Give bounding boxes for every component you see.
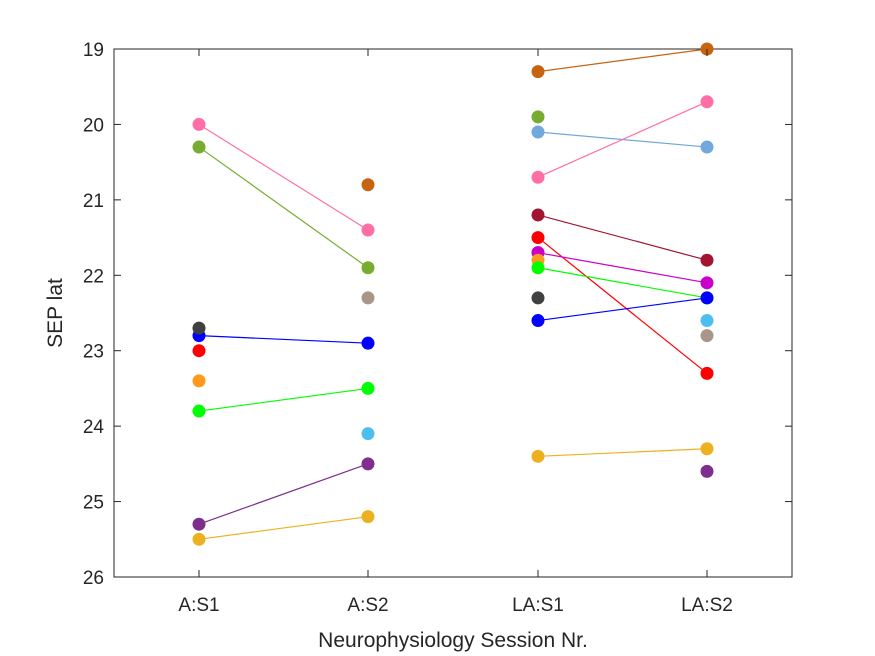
data-point <box>192 344 206 358</box>
y-axis-label: SEP lat <box>44 278 67 348</box>
data-point <box>361 291 375 305</box>
data-point <box>531 231 545 245</box>
data-point <box>531 314 545 328</box>
data-point <box>531 449 545 463</box>
data-point <box>361 261 375 275</box>
series-line <box>537 297 708 322</box>
y-tick-label: 21 <box>83 191 104 212</box>
data-point <box>192 321 206 335</box>
series-line <box>537 101 708 178</box>
data-point <box>361 223 375 237</box>
series-line <box>198 516 369 540</box>
y-tick-label: 22 <box>83 266 104 287</box>
data-point <box>700 291 714 305</box>
data-point <box>361 381 375 395</box>
data-point <box>531 208 545 222</box>
data-point <box>700 314 714 328</box>
data-point <box>361 178 375 192</box>
data-point <box>531 110 545 124</box>
series-line <box>537 448 708 457</box>
y-tick-label: 20 <box>83 115 104 136</box>
data-point <box>700 140 714 154</box>
data-point <box>192 404 206 418</box>
data-point <box>192 374 206 388</box>
series-layer <box>192 42 714 546</box>
y-tick-label: 24 <box>83 417 105 438</box>
x-axis-label: Neurophysiology Session Nr. <box>318 629 588 652</box>
data-point <box>361 427 375 441</box>
series-line <box>198 123 369 231</box>
y-tick-label: 26 <box>83 568 104 589</box>
data-point <box>361 510 375 524</box>
y-tick-label: 25 <box>83 493 104 514</box>
data-point <box>700 253 714 267</box>
series-line <box>537 48 708 73</box>
data-point <box>700 329 714 343</box>
data-point <box>192 140 206 154</box>
data-point <box>531 170 545 184</box>
series-line <box>198 463 369 525</box>
series-line <box>537 267 708 299</box>
data-point <box>361 457 375 471</box>
data-point <box>700 276 714 290</box>
data-point <box>192 117 206 131</box>
data-point <box>192 532 206 546</box>
series-line <box>537 237 708 374</box>
x-tick-label: LA:S2 <box>681 595 733 616</box>
data-point <box>700 464 714 478</box>
data-point <box>700 442 714 456</box>
plot-area <box>113 48 793 578</box>
data-point <box>531 291 545 305</box>
data-point <box>700 95 714 109</box>
data-point <box>531 125 545 139</box>
series-line <box>537 252 708 284</box>
series-line <box>198 387 369 412</box>
series-line <box>198 335 369 344</box>
y-tick-label: 19 <box>83 40 104 61</box>
data-point <box>531 261 545 275</box>
data-point <box>531 65 545 79</box>
y-tick-label: 23 <box>83 342 104 363</box>
x-tick-label: A:S1 <box>178 595 219 616</box>
data-point <box>361 336 375 350</box>
series-line <box>537 214 708 261</box>
data-point <box>700 366 714 380</box>
axis-layer: 19 20 21 22 23 24 25 26 A:S1 A:S2 LA:S1 LA:S2 <box>83 40 792 616</box>
series-line <box>198 146 369 269</box>
x-tick-label: LA:S1 <box>512 595 564 616</box>
x-tick-label: A:S2 <box>347 595 388 616</box>
data-point <box>192 517 206 531</box>
